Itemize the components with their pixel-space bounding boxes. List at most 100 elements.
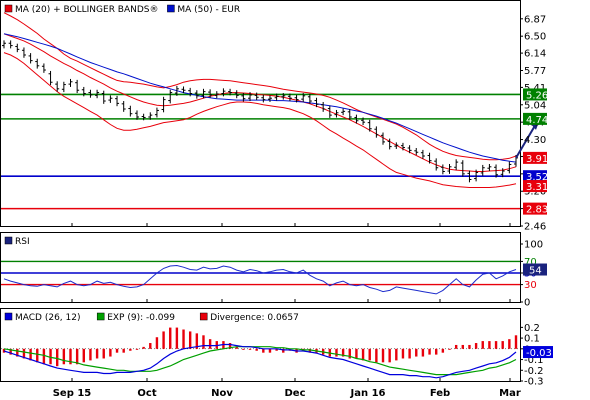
legend-swatch-navy	[4, 236, 13, 245]
price-bar	[101, 90, 106, 104]
price-bar	[261, 94, 266, 103]
price-bar	[341, 108, 346, 116]
legend-label: RSI	[15, 237, 30, 247]
legend-label: MA (50) - EUR	[177, 5, 240, 15]
month-label: Nov	[211, 388, 233, 399]
month-label: Dec	[284, 388, 305, 399]
macd-divergence-bar	[474, 343, 478, 349]
macd-divergence-bar	[488, 341, 491, 349]
price-bar	[354, 114, 359, 124]
macd-divergence-bar	[514, 335, 518, 349]
macd-divergence-bar	[255, 348, 258, 351]
price-bar	[494, 164, 499, 178]
macd-divergence-bar	[155, 337, 159, 349]
macd-divergence-bar	[282, 348, 285, 353]
price-tick-label: 6.50	[524, 32, 546, 43]
level-flag-label: 4.74	[526, 115, 548, 126]
macd-divergence-bar	[368, 348, 371, 361]
price-bar	[75, 79, 80, 94]
macd-line	[3, 343, 517, 379]
rsi-reference-lines	[1, 260, 520, 286]
macd-divergence-bar	[49, 348, 52, 365]
price-tick-label: 2.46	[524, 222, 546, 233]
price-bar	[2, 40, 6, 49]
bollinger-bands	[3, 12, 517, 188]
macd-tick-label: -0.1	[524, 355, 544, 366]
macd-divergence-bar	[9, 348, 12, 355]
macd-y-axis: 0.20.10-0.1-0.2-0.3-0.03	[520, 323, 553, 388]
macd-divergence-bar	[16, 348, 19, 357]
price-bar	[208, 89, 213, 98]
month-label: Feb	[430, 388, 450, 399]
macd-divergence-bar	[115, 348, 119, 353]
macd-divergence-bar	[95, 348, 99, 359]
rsi-level-label: 30	[524, 280, 537, 291]
price-bar	[201, 88, 206, 99]
macd-divergence-bar	[481, 341, 484, 349]
price-bar	[141, 113, 146, 121]
macd-divergence-bar	[355, 348, 358, 359]
price-bar	[407, 145, 412, 154]
price-bar	[95, 89, 100, 99]
level-flag-label: 3.52	[526, 172, 548, 183]
macd-divergence-bar	[494, 341, 498, 349]
macd-divergence-bar	[149, 343, 152, 349]
macd-divergence-bar	[182, 329, 185, 349]
price-bar	[381, 132, 386, 145]
month-label: Sep 15	[53, 388, 92, 399]
price-bar	[241, 93, 246, 102]
macd-divergence-bar	[22, 348, 26, 359]
macd-divergence-bar	[454, 344, 458, 349]
projection-arrow-shaft	[515, 123, 537, 159]
level-flag-3.52	[523, 170, 547, 183]
price-bar	[394, 142, 399, 149]
price-bar	[447, 163, 452, 174]
macd-divergence-bar	[162, 331, 165, 349]
macd-divergence-bar	[335, 348, 338, 357]
macd-divergence-bar	[75, 348, 79, 365]
level-flag-label: 3.91	[526, 154, 548, 165]
price-bar	[161, 96, 166, 113]
macd-legend: MACD (26, 12) EXP (9): -0.099 Divergence: …	[4, 312, 299, 323]
level-flag-label: 5.26	[526, 90, 548, 101]
price-bar	[321, 101, 326, 112]
price-bar	[88, 89, 93, 98]
price-bar	[68, 78, 73, 87]
macd-divergence-bar	[215, 341, 218, 349]
macd-divergence-bar	[69, 348, 72, 365]
price-bar	[440, 164, 445, 175]
macd-histogram	[2, 327, 518, 367]
macd-divergence-bar	[248, 348, 252, 350]
price-bar	[181, 86, 186, 94]
macd-tick-label: -0.2	[524, 366, 544, 377]
legend-label: Divergence: 0.0657	[210, 313, 299, 323]
price-bar	[487, 163, 492, 172]
moving-averages	[3, 33, 517, 172]
macd-divergence-bar	[441, 348, 445, 353]
macd-divergence-bar	[461, 344, 465, 349]
macd-divergence-bar	[448, 348, 451, 350]
price-bar	[194, 90, 199, 99]
macd-last-flag	[523, 346, 553, 359]
price-bar	[248, 92, 253, 102]
legend-swatch-green	[96, 312, 105, 321]
price-bar	[21, 47, 26, 58]
price-bar	[15, 43, 20, 53]
rsi-y-axis: 100070503054	[520, 240, 547, 309]
price-bar	[267, 95, 272, 102]
price-bar	[460, 160, 465, 177]
price-bar	[41, 63, 46, 73]
macd-divergence-bar	[395, 348, 398, 361]
ma50-line	[3, 33, 517, 163]
macd-divergence-bar	[375, 348, 378, 363]
price-bar	[228, 88, 233, 96]
level-flag-3.91	[523, 151, 547, 164]
macd-divergence-bar	[202, 335, 205, 349]
price-bar	[387, 138, 392, 150]
price-bar	[115, 95, 120, 107]
legend-label: MACD (26, 12)	[15, 313, 81, 323]
rsi-level-label: 70	[524, 257, 537, 268]
ma20-line	[3, 33, 517, 172]
macd-divergence-bar	[308, 348, 312, 353]
price-bar	[327, 105, 332, 118]
